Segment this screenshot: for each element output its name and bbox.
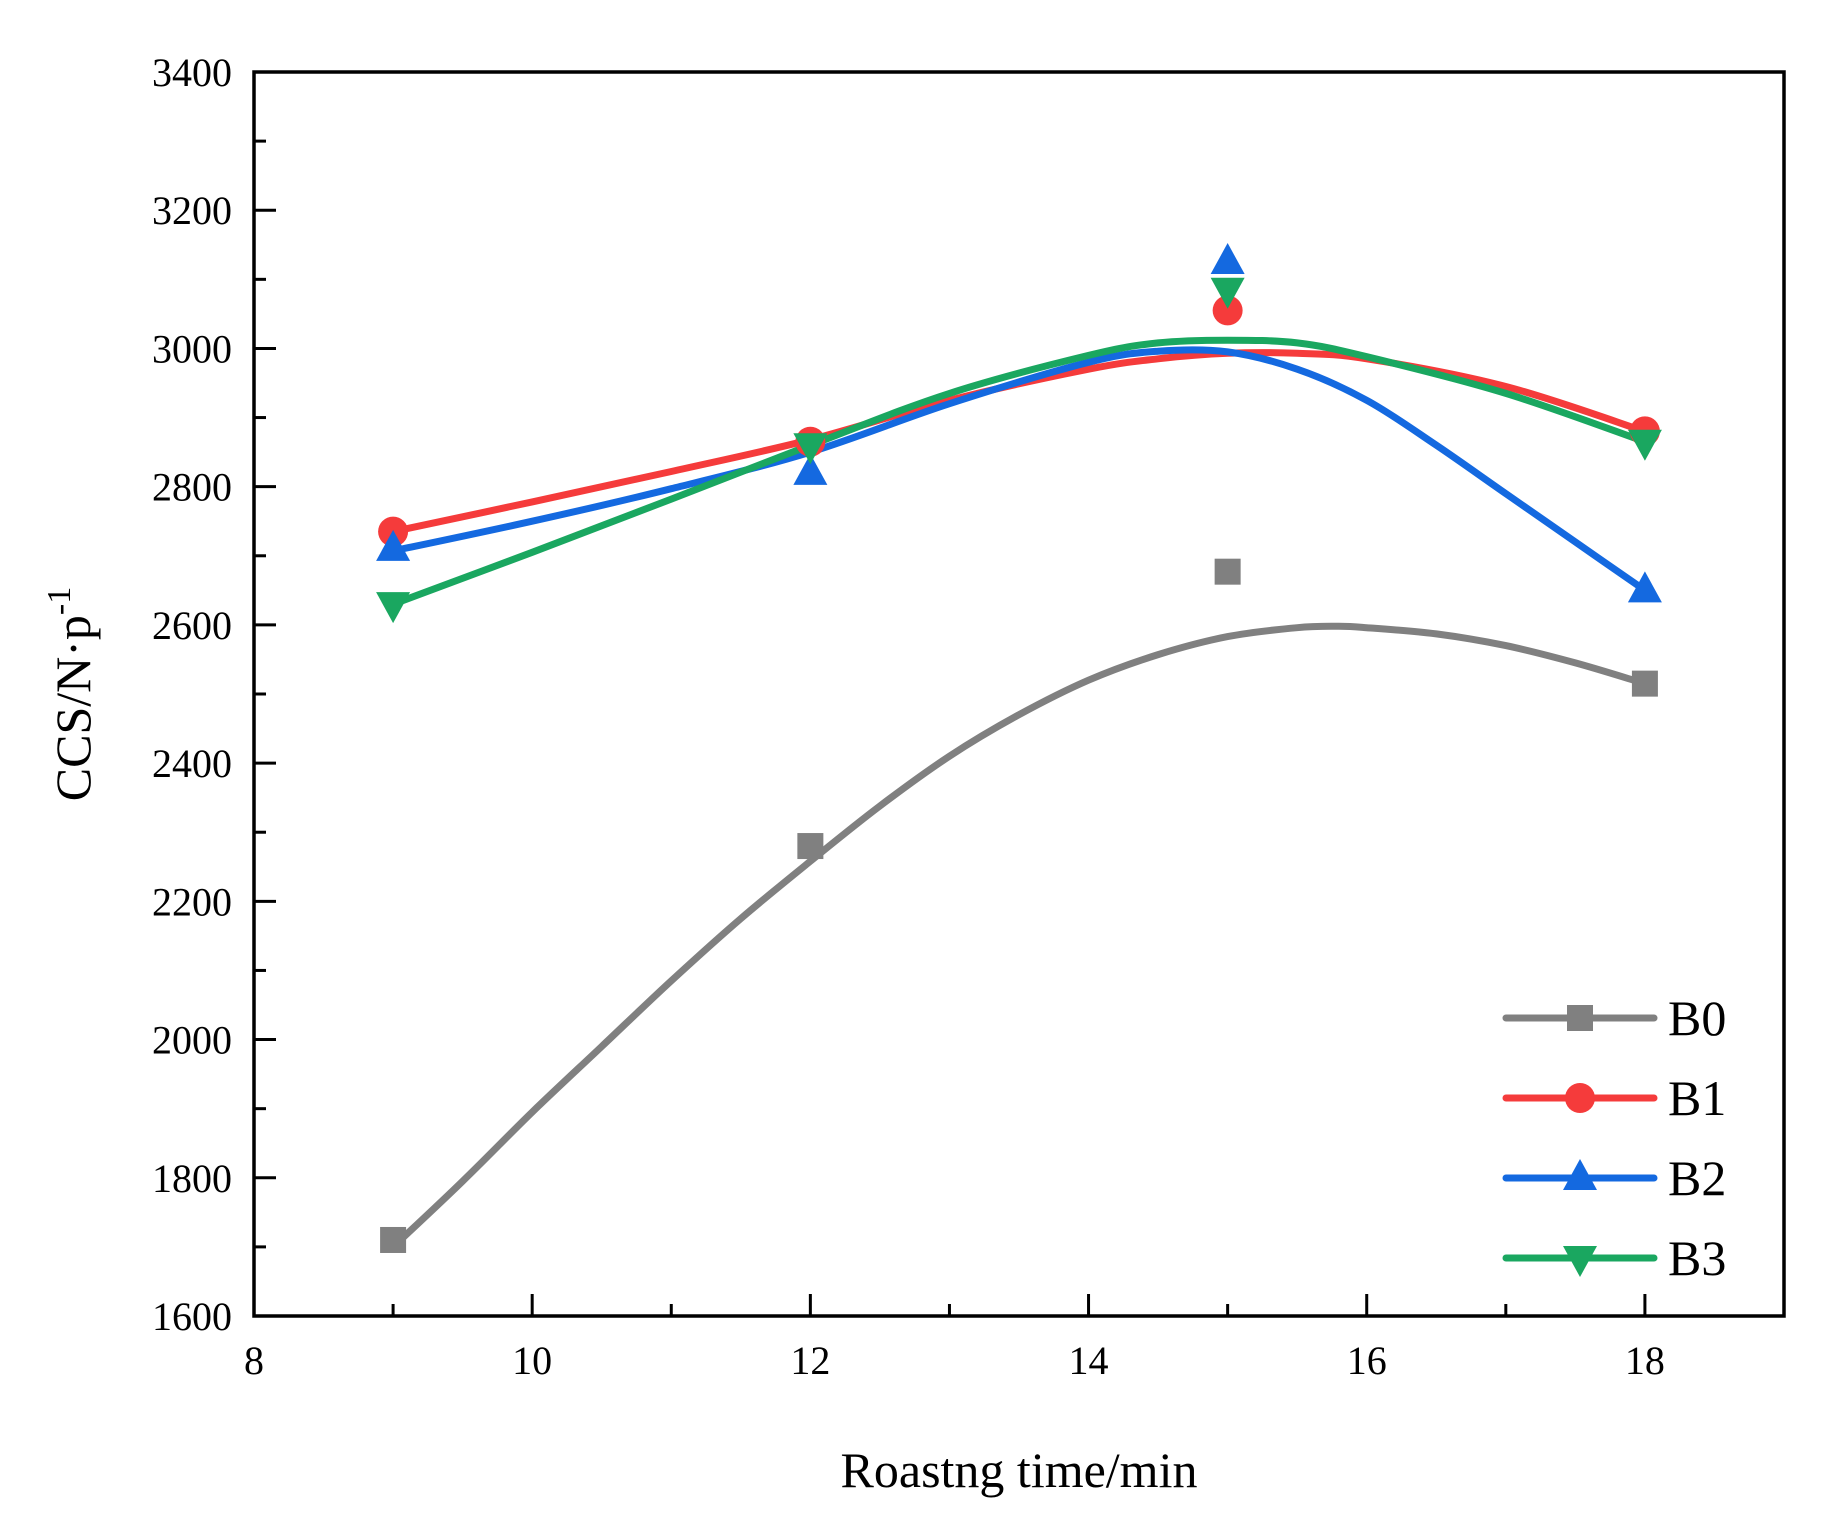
legend-item-b1: B1 [1502,1070,1726,1126]
y-axis-title: CCS/N·p-1 [41,587,101,802]
data-point-b0 [1214,558,1241,585]
x-tick-label: 10 [512,1338,552,1383]
y-tick-label: 3400 [152,50,232,95]
y-tick-label: 1600 [152,1294,232,1339]
legend-marker [1565,1083,1595,1113]
plot-frame [252,70,1786,1318]
x-tick-label: 12 [790,1338,830,1383]
x-axis: 8 10 12 14 16 18 [244,1294,1665,1383]
data-point-b2 [1210,243,1245,275]
data-point-b0 [1631,670,1658,697]
data-point-b3 [376,592,411,624]
y-tick-label: 2600 [152,603,232,648]
x-tick-label: 8 [244,1338,264,1383]
legend-label: B2 [1668,1150,1726,1206]
legend-item-b0: B0 [1502,990,1726,1046]
x-tick-label: 14 [1069,1338,1109,1383]
data-point-b1 [1212,295,1243,326]
x-tick-label: 16 [1347,1338,1387,1383]
legend-label: B0 [1668,990,1726,1046]
data-point-b3 [793,433,828,465]
legend-item-b3: B3 [1502,1230,1726,1286]
y-tick-label: 1800 [152,1156,232,1201]
y-tick-label: 3000 [152,326,232,371]
legend-marker [1567,1005,1593,1031]
data-point-b3 [1627,429,1662,461]
y-axis: 1600 1800 2000 2200 2400 2600 2800 3000 3200 3400 [152,50,276,1339]
y-tick-label: 2200 [152,879,232,924]
data-markers [376,243,1662,1253]
y-tick-label: 3200 [152,188,232,233]
data-point-b0 [797,833,824,860]
data-point-b3 [1210,277,1245,309]
y-tick-label: 2400 [152,741,232,786]
fit-curve-b3 [389,336,1649,608]
y-axis-title-sup: -1 [41,587,78,615]
data-point-b2 [376,529,411,561]
y-tick-label: 2000 [152,1018,232,1063]
fit-curve-b2 [389,346,1649,594]
legend: B0 B1 B2 B3 [1502,990,1726,1286]
y-tick-label: 2800 [152,465,232,510]
y-axis-title-main: CCS/N·p [45,615,101,801]
x-axis-title: Roastng time/min [841,1442,1198,1498]
fit-curve-b0 [389,622,1649,1251]
x-tick-label: 18 [1625,1338,1665,1383]
legend-marker [1563,1246,1597,1277]
legend-label: B1 [1668,1070,1726,1126]
data-point-b2 [793,453,828,485]
data-point-b0 [380,1226,407,1253]
fit-curves [389,336,1649,1251]
legend-label: B3 [1668,1230,1726,1286]
legend-item-b2: B2 [1502,1150,1726,1206]
legend-marker [1563,1159,1597,1190]
data-point-b2 [1627,571,1662,603]
